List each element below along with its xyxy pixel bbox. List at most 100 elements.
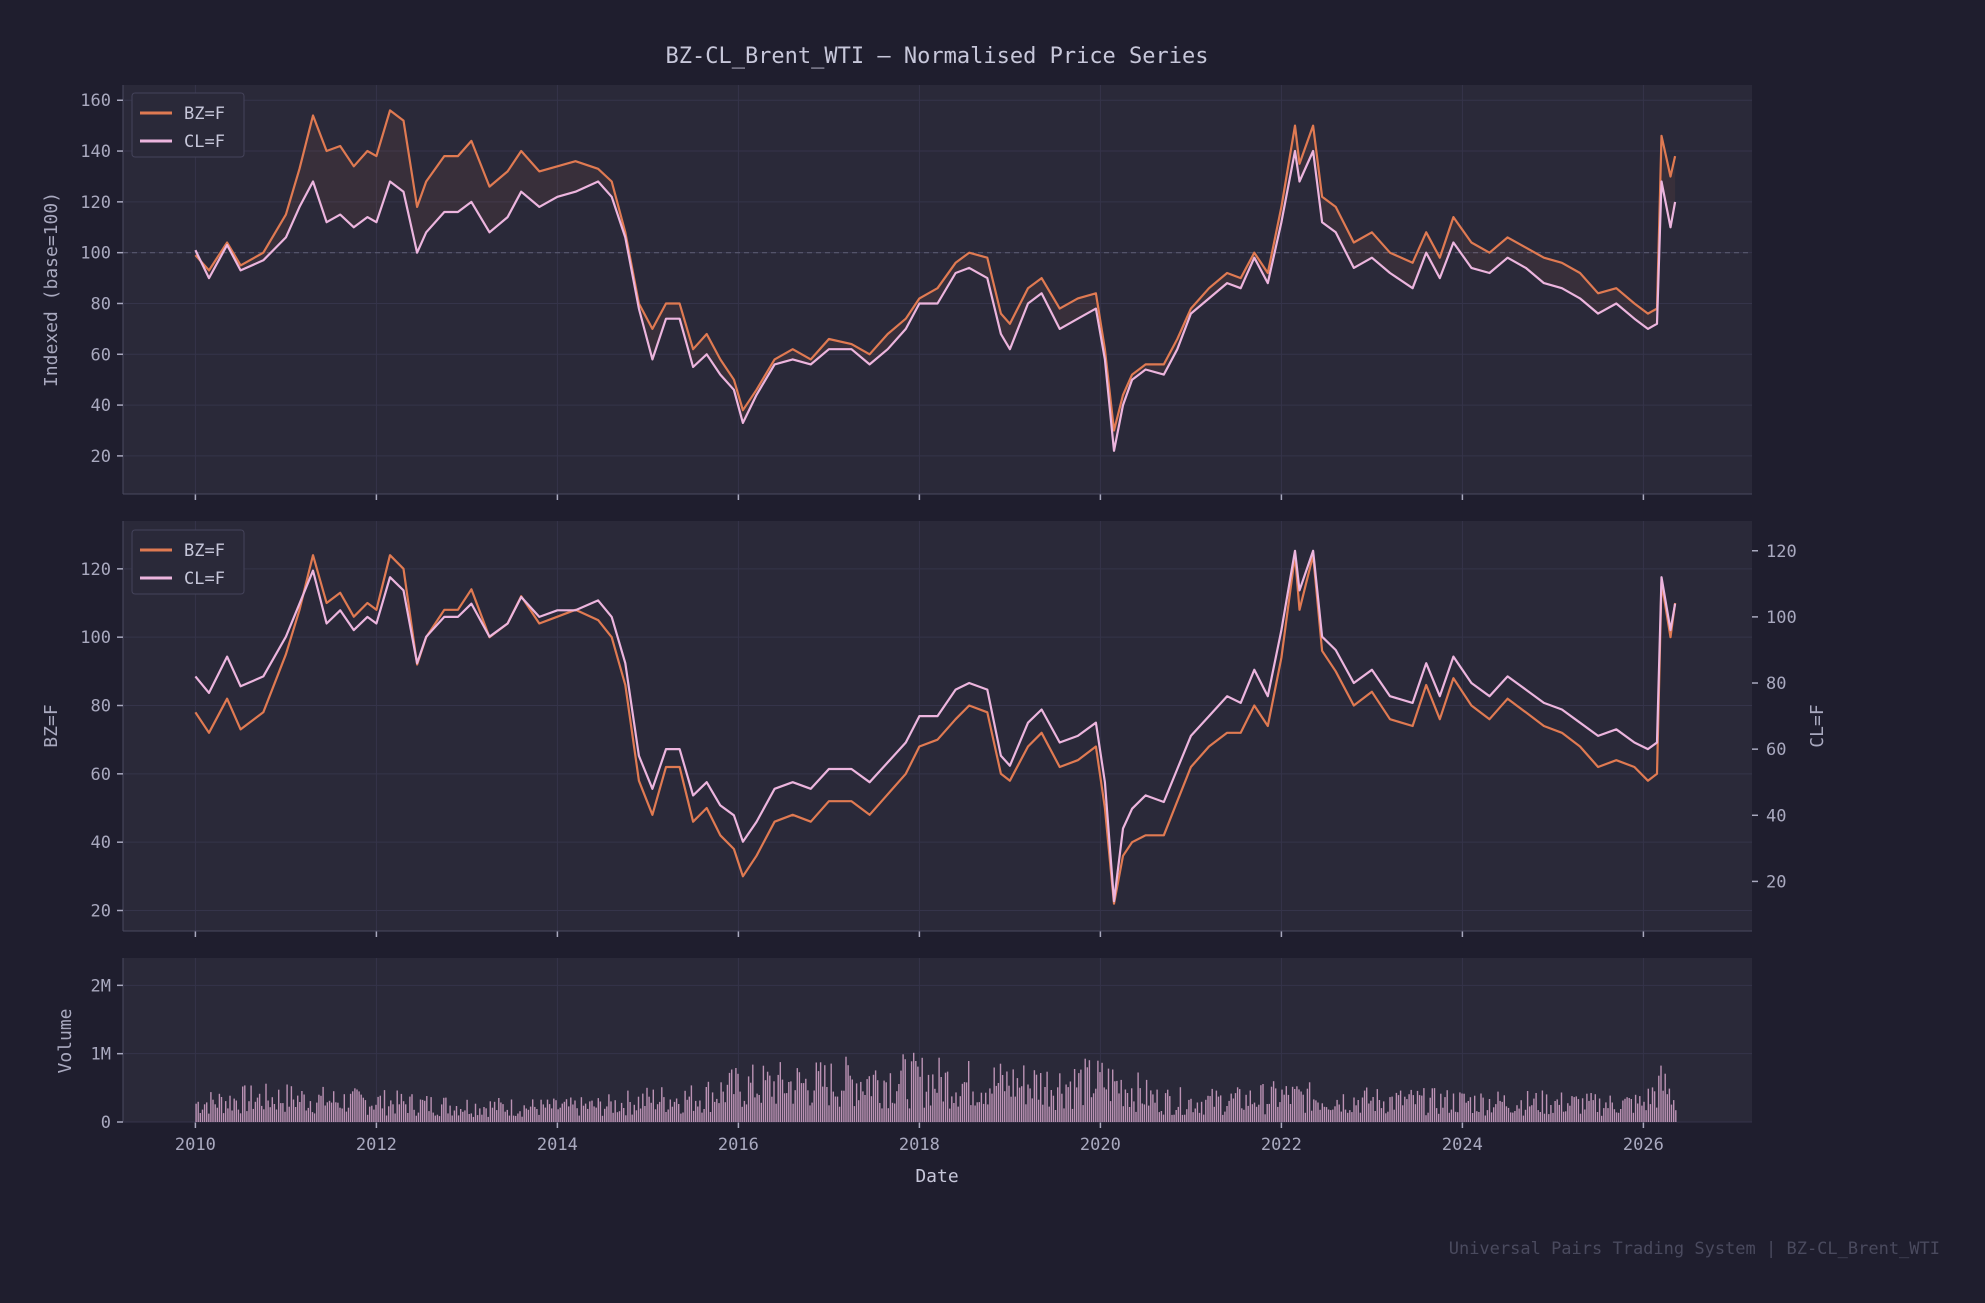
volume-bar: [326, 1102, 328, 1122]
y-tick-label: 2M: [91, 976, 111, 996]
right-y-tick-label: 80: [1766, 674, 1786, 694]
volume-bar: [352, 1091, 354, 1122]
volume-bar: [860, 1081, 862, 1122]
y-tick-label: 100: [80, 244, 111, 264]
volume-bar: [731, 1069, 733, 1122]
volume-bar: [1141, 1103, 1143, 1122]
panel-background: [123, 85, 1752, 494]
series-line-cl: [194, 549, 1677, 903]
volume-bar: [358, 1091, 360, 1122]
volume-bar: [1416, 1090, 1419, 1122]
volume-bar: [1042, 1104, 1044, 1122]
y-tick-label: 40: [91, 833, 111, 853]
volume-bar: [794, 1090, 796, 1122]
volume-bar: [1260, 1085, 1262, 1122]
volume-bar: [451, 1115, 453, 1122]
volume-bar: [225, 1101, 227, 1122]
volume-bar: [282, 1103, 284, 1122]
volume-bar: [1046, 1071, 1048, 1122]
volume-bar: [1222, 1114, 1224, 1122]
volume-bar: [1289, 1104, 1292, 1122]
volume-bar: [1181, 1114, 1184, 1122]
volume-bar: [1469, 1097, 1472, 1122]
volume-bar: [599, 1101, 602, 1122]
volume-bar: [1097, 1060, 1099, 1122]
volume-bar: [1006, 1071, 1008, 1122]
volume-bar: [1363, 1090, 1366, 1122]
volume-bar: [1018, 1087, 1021, 1122]
volume-bar: [690, 1085, 693, 1122]
volume-bar: [428, 1111, 430, 1122]
volume-bar: [1584, 1109, 1586, 1122]
volume-bar: [1558, 1104, 1560, 1122]
volume-bar: [919, 1076, 921, 1122]
volume-bar: [927, 1074, 930, 1122]
volume-bar: [214, 1104, 216, 1122]
volume-bar: [250, 1085, 252, 1122]
volume-bar: [618, 1111, 621, 1122]
volume-bar: [496, 1110, 498, 1122]
volume-bar: [197, 1101, 199, 1122]
volume-bar: [371, 1105, 373, 1122]
volume-bar: [286, 1084, 288, 1122]
volume-bar: [1603, 1108, 1605, 1122]
right-y-tick-label: 100: [1766, 608, 1797, 628]
volume-bar: [337, 1102, 339, 1122]
volume-bar: [1099, 1072, 1101, 1122]
volume-bar: [1196, 1102, 1199, 1122]
volume-bar: [809, 1105, 811, 1122]
volume-bar: [1556, 1099, 1558, 1122]
volume-bar: [894, 1103, 896, 1122]
y-tick-label: 0: [101, 1113, 111, 1133]
volume-bar: [663, 1097, 665, 1122]
volume-bar: [625, 1115, 627, 1122]
volume-bar: [832, 1091, 834, 1122]
volume-bar: [898, 1084, 900, 1122]
volume-bar: [629, 1102, 631, 1122]
left-y-axis-label: BZ=F: [41, 704, 62, 747]
y-tick-label: 1M: [91, 1045, 111, 1065]
volume-bar: [1429, 1097, 1431, 1122]
volume-bar: [777, 1074, 779, 1122]
volume-bar: [1016, 1078, 1019, 1122]
volume-bar: [891, 1102, 894, 1122]
volume-bar: [963, 1082, 966, 1122]
volume-bar: [1037, 1099, 1040, 1122]
volume-bar: [1512, 1112, 1514, 1122]
volume-bar: [1152, 1094, 1154, 1122]
volume-bar: [995, 1085, 997, 1122]
volume-bar: [728, 1072, 731, 1122]
volume-bar: [271, 1097, 273, 1122]
volume-bar: [536, 1109, 538, 1122]
volume-bar: [853, 1106, 856, 1122]
volume-bar: [1463, 1093, 1465, 1122]
volume-bar: [1391, 1096, 1393, 1122]
volume-bar: [1630, 1099, 1632, 1122]
volume-bar: [307, 1107, 309, 1122]
volume-bar: [1258, 1104, 1260, 1122]
volume-bar: [1550, 1105, 1552, 1122]
volume-bar: [474, 1103, 477, 1122]
volume-bar: [1653, 1091, 1656, 1122]
volume-bar: [970, 1105, 972, 1122]
volume-bar: [396, 1090, 398, 1122]
volume-bar: [548, 1104, 551, 1122]
volume-bar: [1535, 1093, 1537, 1122]
volume-bar: [868, 1076, 870, 1122]
volume-bar: [445, 1097, 447, 1122]
volume-bar: [887, 1108, 889, 1122]
volume-bar: [1156, 1089, 1158, 1122]
volume-bar: [483, 1107, 485, 1122]
volume-bar: [538, 1114, 540, 1122]
volume-bar: [661, 1087, 663, 1122]
volume-bar: [576, 1108, 578, 1122]
volume-bar: [349, 1093, 352, 1122]
volume-bar: [1656, 1107, 1658, 1122]
volume-bar: [430, 1097, 432, 1122]
volume-bar: [341, 1108, 343, 1122]
volume-bar: [604, 1108, 606, 1122]
volume-bar: [781, 1079, 784, 1122]
volume-bar: [392, 1104, 394, 1122]
volume-bar: [320, 1095, 322, 1122]
volume-bar: [527, 1109, 530, 1122]
